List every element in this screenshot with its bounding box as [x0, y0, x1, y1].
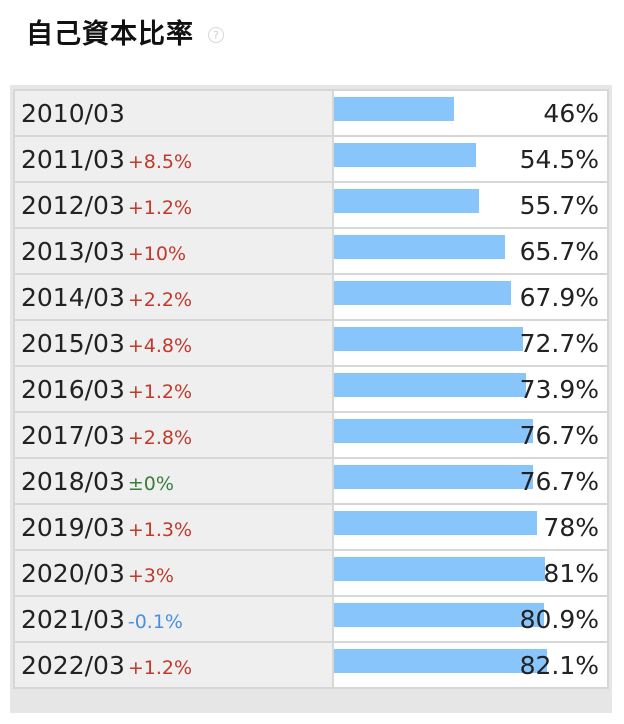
- change-label: +3%: [127, 564, 174, 587]
- change-label: +4.8%: [127, 334, 193, 357]
- period-label: 2014/03: [21, 282, 125, 312]
- period-label: 2022/03: [21, 650, 125, 680]
- table-row: 2020/03 +3% 81%: [13, 549, 609, 597]
- ratio-bar: [334, 649, 548, 673]
- change-label: +2.8%: [127, 426, 193, 449]
- change-label: +8.5%: [127, 150, 193, 173]
- bar-cell: 76.7%: [332, 411, 609, 459]
- period-label: 2013/03: [21, 236, 125, 266]
- period-label: 2021/03: [21, 604, 125, 634]
- header: 自己資本比率 ?: [26, 12, 224, 51]
- ratio-bar: [334, 189, 479, 213]
- bar-cell: 76.7%: [332, 457, 609, 505]
- period-cell: 2010/03: [13, 89, 334, 137]
- table-row: 2011/03 +8.5% 54.5%: [13, 135, 609, 183]
- bar-cell: 78%: [332, 503, 609, 551]
- period-label: 2015/03: [21, 328, 125, 358]
- bar-cell: 81%: [332, 549, 609, 597]
- ratio-value-label: 54.5%: [519, 145, 599, 174]
- change-label: +1.2%: [127, 380, 193, 403]
- ratio-bar: [334, 97, 454, 121]
- period-label: 2019/03: [21, 512, 125, 542]
- bar-cell: 82.1%: [332, 641, 609, 689]
- ratio-value-label: 80.9%: [519, 605, 599, 634]
- ratio-bar: [334, 465, 534, 489]
- change-label: +2.2%: [127, 288, 193, 311]
- ratio-value-label: 55.7%: [519, 191, 599, 220]
- period-cell: 2015/03 +4.8%: [13, 319, 334, 367]
- ratio-value-label: 78%: [543, 513, 599, 542]
- period-label: 2017/03: [21, 420, 125, 450]
- period-cell: 2022/03 +1.2%: [13, 641, 334, 689]
- bar-cell: 54.5%: [332, 135, 609, 183]
- ratio-bar: [334, 281, 511, 305]
- period-label: 2020/03: [21, 558, 125, 588]
- table-row: 2019/03 +1.3% 78%: [13, 503, 609, 551]
- table-row: 2021/03 -0.1% 80.9%: [13, 595, 609, 643]
- period-cell: 2017/03 +2.8%: [13, 411, 334, 459]
- ratio-value-label: 82.1%: [519, 651, 599, 680]
- change-label: +10%: [127, 242, 187, 265]
- table-row: 2017/03 +2.8% 76.7%: [13, 411, 609, 459]
- equity-ratio-table: 2010/03 46% 2011/03 +8.5% 54.5% 2012/03 +1.2% 5…: [13, 89, 609, 689]
- table-row: 2022/03 +1.2% 82.1%: [13, 641, 609, 689]
- period-cell: 2021/03 -0.1%: [13, 595, 334, 643]
- change-label: -0.1%: [127, 610, 183, 633]
- ratio-value-label: 67.9%: [519, 283, 599, 312]
- ratio-value-label: 72.7%: [519, 329, 599, 358]
- ratio-value-label: 81%: [543, 559, 599, 588]
- table-row: 2018/03 ±0% 76.7%: [13, 457, 609, 505]
- period-label: 2016/03: [21, 374, 125, 404]
- table-row: 2012/03 +1.2% 55.7%: [13, 181, 609, 229]
- ratio-bar: [334, 603, 545, 627]
- bar-cell: 73.9%: [332, 365, 609, 413]
- change-label: +1.3%: [127, 518, 193, 541]
- change-label: ±0%: [127, 472, 174, 495]
- table-row: 2013/03 +10% 65.7%: [13, 227, 609, 275]
- period-label: 2018/03: [21, 466, 125, 496]
- ratio-value-label: 76.7%: [519, 467, 599, 496]
- table-row: 2010/03 46%: [13, 89, 609, 137]
- question-circle-icon[interactable]: ?: [208, 26, 224, 43]
- period-cell: 2011/03 +8.5%: [13, 135, 334, 183]
- period-label: 2010/03: [21, 98, 125, 128]
- period-cell: 2013/03 +10%: [13, 227, 334, 275]
- bar-cell: 65.7%: [332, 227, 609, 275]
- period-cell: 2016/03 +1.2%: [13, 365, 334, 413]
- ratio-bar: [334, 419, 534, 443]
- ratio-value-label: 46%: [543, 99, 599, 128]
- period-cell: 2014/03 +2.2%: [13, 273, 334, 321]
- ratio-bar: [334, 235, 505, 259]
- bar-cell: 46%: [332, 89, 609, 137]
- bar-cell: 67.9%: [332, 273, 609, 321]
- period-cell: 2018/03 ±0%: [13, 457, 334, 505]
- period-label: 2011/03: [21, 144, 125, 174]
- ratio-bar: [334, 557, 545, 581]
- ratio-value-label: 76.7%: [519, 421, 599, 450]
- bar-cell: 72.7%: [332, 319, 609, 367]
- period-cell: 2020/03 +3%: [13, 549, 334, 597]
- change-label: +1.2%: [127, 196, 193, 219]
- table-row: 2015/03 +4.8% 72.7%: [13, 319, 609, 367]
- ratio-bar: [334, 373, 527, 397]
- ratio-bar: [334, 327, 524, 351]
- ratio-value-label: 65.7%: [519, 237, 599, 266]
- page-title: 自己資本比率: [26, 19, 194, 50]
- table-row: 2016/03 +1.2% 73.9%: [13, 365, 609, 413]
- bar-cell: 55.7%: [332, 181, 609, 229]
- ratio-bar: [334, 511, 537, 535]
- table-row: 2014/03 +2.2% 67.9%: [13, 273, 609, 321]
- ratio-bar: [334, 143, 476, 167]
- period-label: 2012/03: [21, 190, 125, 220]
- change-label: +1.2%: [127, 656, 193, 679]
- ratio-value-label: 73.9%: [519, 375, 599, 404]
- period-cell: 2012/03 +1.2%: [13, 181, 334, 229]
- period-cell: 2019/03 +1.3%: [13, 503, 334, 551]
- bar-cell: 80.9%: [332, 595, 609, 643]
